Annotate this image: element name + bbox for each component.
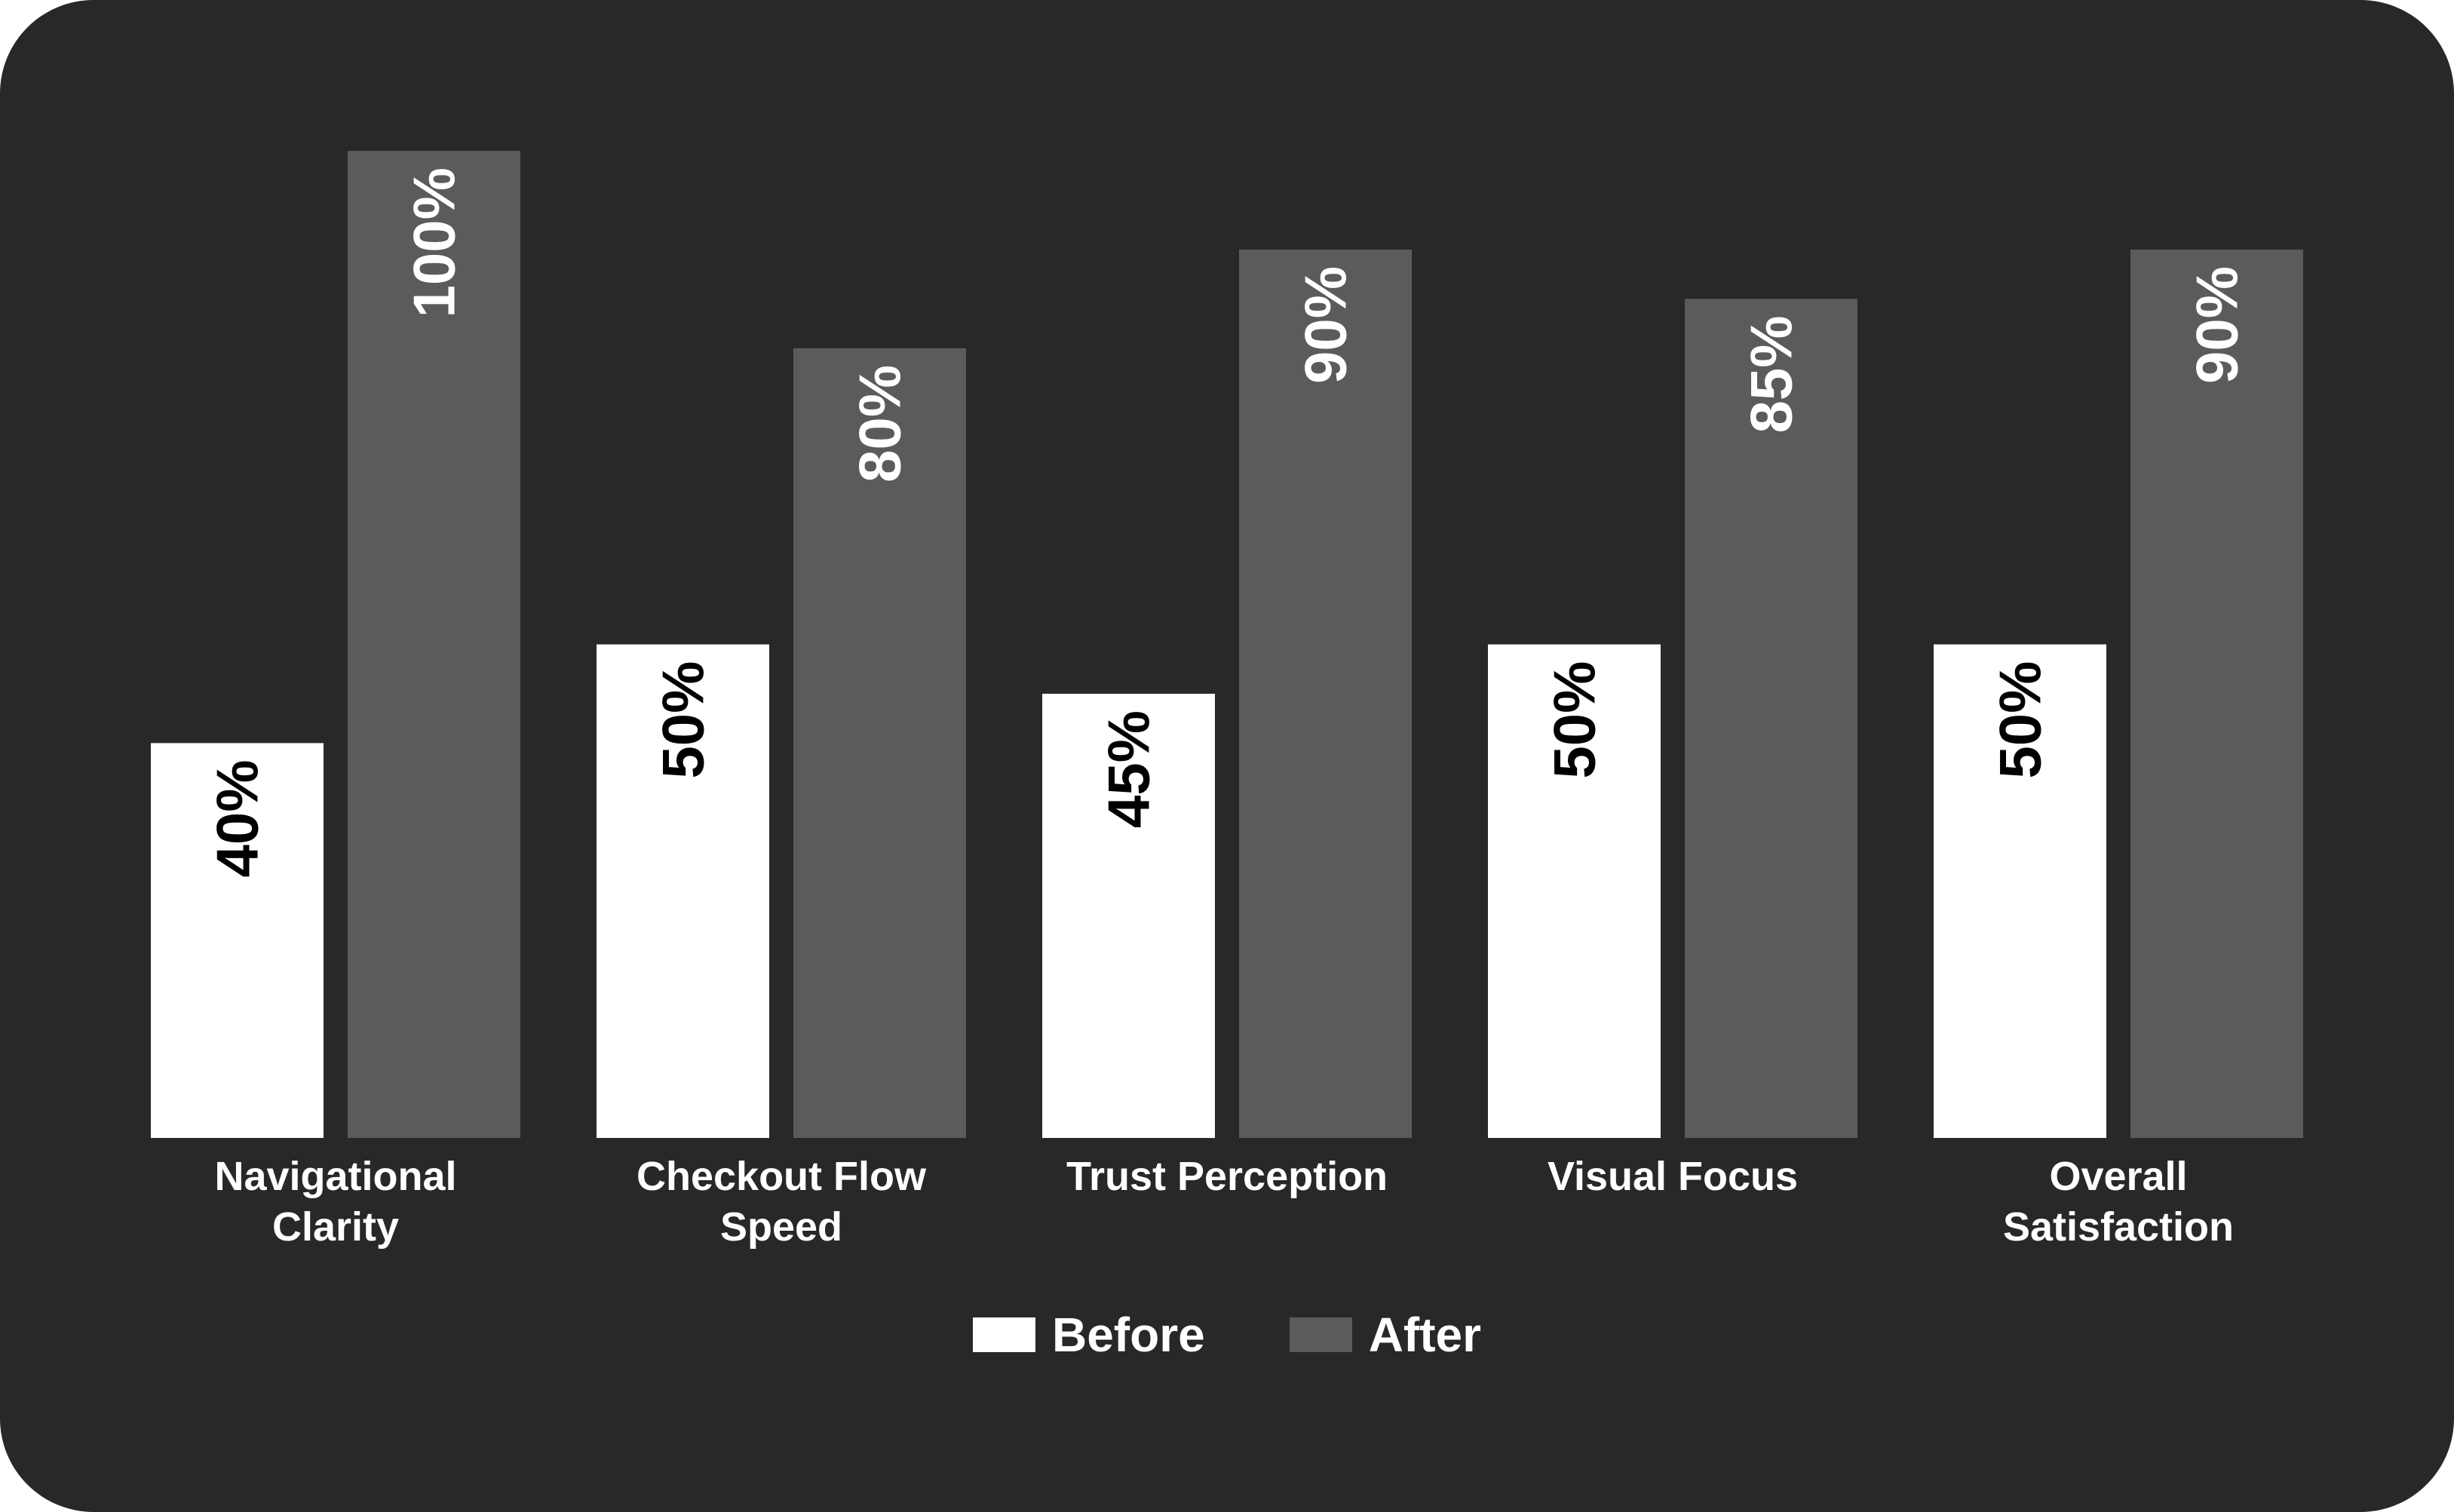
legend-item-before: Before xyxy=(972,1307,1205,1363)
bar-after-0 xyxy=(348,151,520,1138)
bar-before-4 xyxy=(1934,644,2106,1138)
value-label-before-1: 50% xyxy=(650,661,716,779)
value-label-after-0: 100% xyxy=(401,167,468,318)
legend-swatch-before xyxy=(972,1317,1035,1352)
bar-after-2 xyxy=(1239,249,1412,1138)
bar-after-1 xyxy=(793,348,966,1138)
bar-after-3 xyxy=(1685,299,1857,1139)
legend: Before After xyxy=(0,1305,2454,1365)
value-label-before-2: 45% xyxy=(1096,710,1162,828)
bar-before-2 xyxy=(1042,693,1215,1138)
category-label-line: Visual Focus xyxy=(1548,1154,1798,1199)
category-label-line: Clarity xyxy=(272,1204,399,1250)
category-label-0: Navigational Clarity xyxy=(214,1154,456,1250)
category-label-1: Checkout Flow Speed xyxy=(637,1154,927,1250)
category-label-line: Satisfaction xyxy=(2003,1204,2234,1250)
bar-before-1 xyxy=(597,644,769,1138)
bar-after-4 xyxy=(2130,249,2303,1138)
category-label-line: Navigational xyxy=(214,1154,456,1199)
value-label-before-4: 50% xyxy=(1987,661,2054,779)
bar-before-3 xyxy=(1488,644,1661,1138)
value-label-after-3: 85% xyxy=(1738,315,1805,433)
category-label-line: Overall xyxy=(2049,1154,2187,1199)
category-label-4: Overall Satisfaction xyxy=(2003,1154,2234,1250)
bar-before-0 xyxy=(151,743,324,1138)
category-label-line: Trust Perception xyxy=(1066,1154,1388,1199)
category-label-line: Speed xyxy=(720,1204,842,1250)
legend-label-before: Before xyxy=(1051,1308,1205,1362)
category-label-line: Checkout Flow xyxy=(637,1154,927,1199)
value-label-after-1: 80% xyxy=(847,365,913,483)
value-label-after-2: 90% xyxy=(1293,266,1359,384)
category-label-2: Trust Perception xyxy=(1066,1154,1388,1199)
legend-label-after: After xyxy=(1368,1308,1482,1362)
value-label-before-3: 50% xyxy=(1541,661,1608,779)
value-label-after-4: 90% xyxy=(2184,266,2250,384)
value-label-before-0: 40% xyxy=(204,759,271,877)
legend-item-after: After xyxy=(1289,1307,1482,1363)
legend-swatch-after xyxy=(1289,1317,1352,1352)
category-label-3: Visual Focus xyxy=(1548,1154,1798,1199)
